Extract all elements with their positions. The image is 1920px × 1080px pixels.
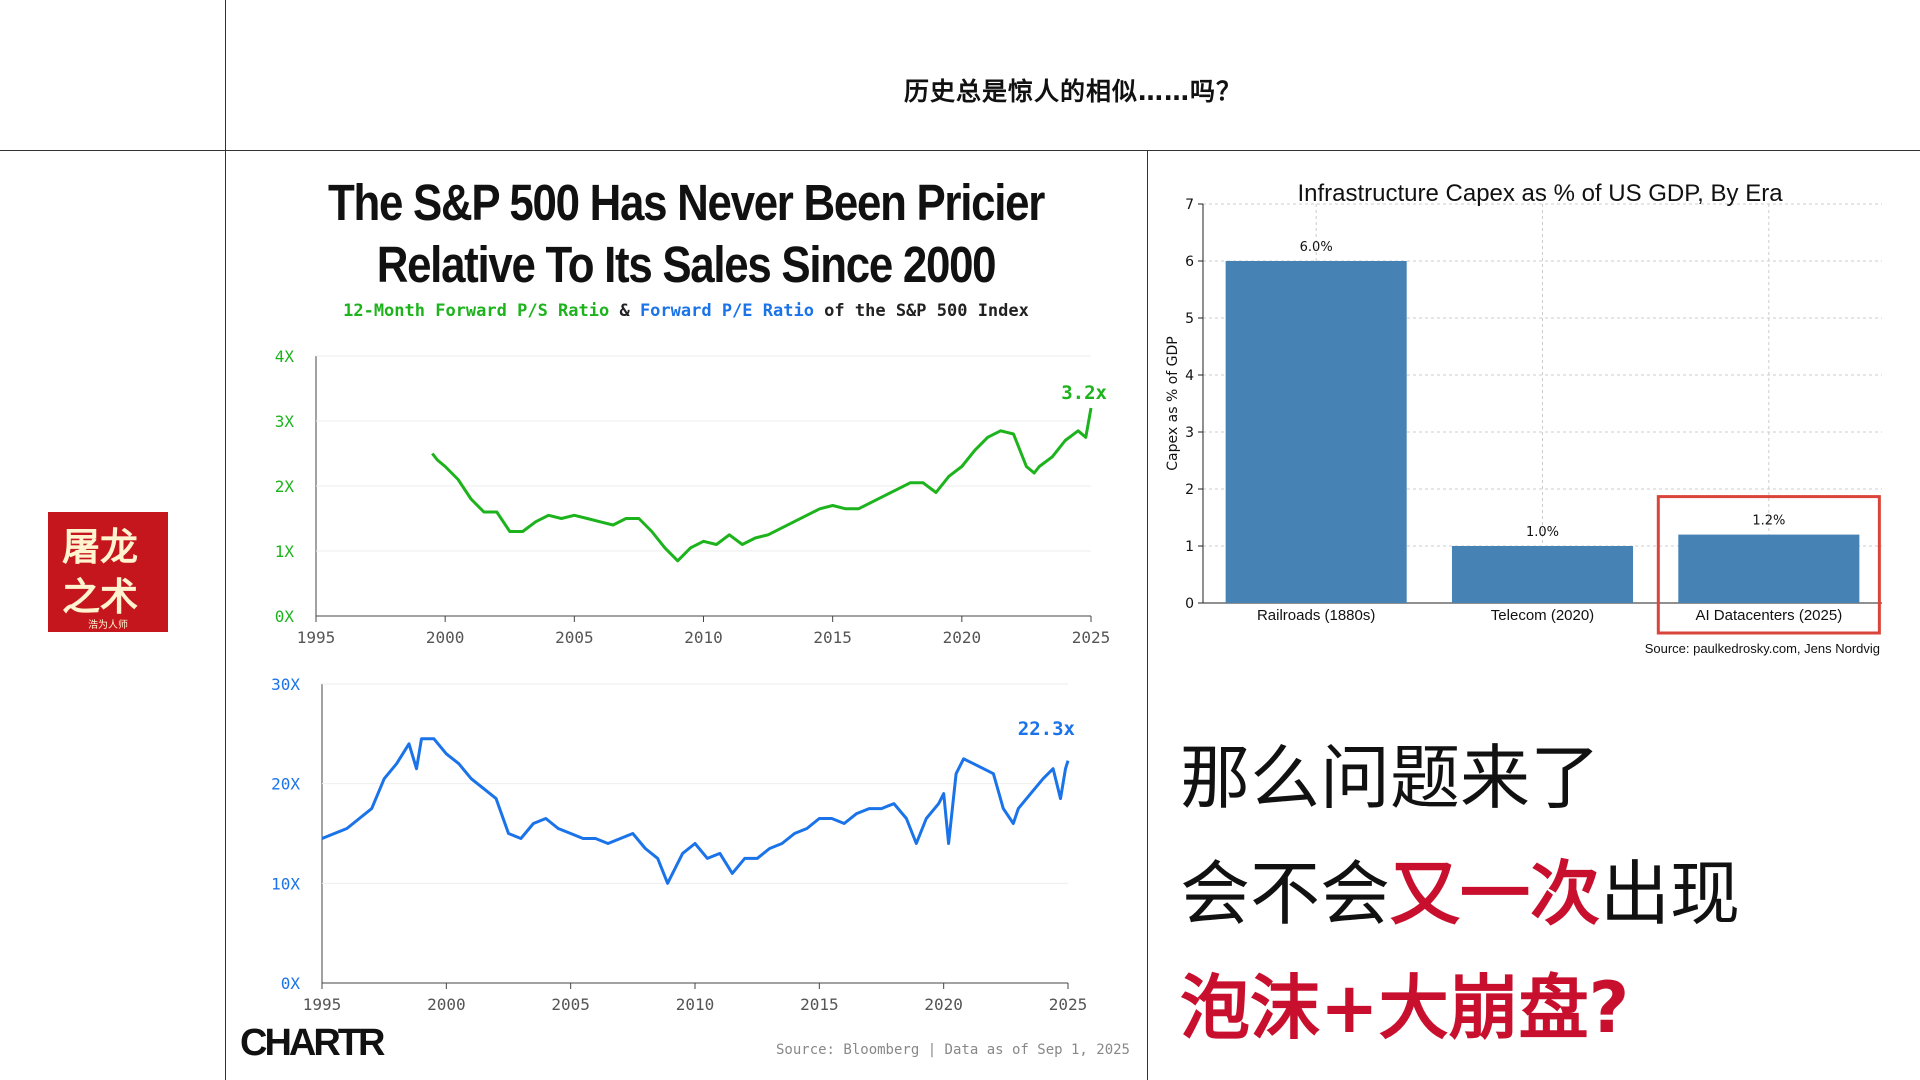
x-tick-label: 2020 [924, 995, 963, 1014]
data-label: 1.2% [1752, 514, 1785, 529]
x-tick-label: 2015 [800, 995, 839, 1014]
data-label: 1.0% [1526, 525, 1559, 540]
x-tick-label: 2010 [676, 995, 715, 1014]
y-tick-label: 6 [1185, 254, 1194, 270]
y-tick-label: 1 [1185, 539, 1194, 555]
y-tick-label: 4X [275, 347, 295, 366]
chart-title: The S&P 500 Has Never Been Pricier Relat… [299, 172, 1073, 296]
x-tick-label: 2015 [813, 628, 852, 647]
question-line2-start: 会不会 [1180, 853, 1390, 935]
series-line [321, 737, 1070, 885]
y-tick-label: 5 [1185, 311, 1194, 327]
y-tick-label: 10X [271, 874, 300, 893]
x-tick-label: 1995 [303, 995, 342, 1014]
end-value-label: 22.3x [1018, 718, 1075, 740]
x-tick-label: Telecom (2020) [1491, 607, 1594, 624]
middle-divider [1147, 150, 1148, 1080]
highlight-box [1656, 495, 1881, 635]
x-tick-label: 1995 [297, 628, 336, 647]
subtitle-ampersand: & [609, 301, 640, 321]
x-tick-label: 2000 [427, 995, 466, 1014]
subtitle-pe-label: Forward P/E Ratio [639, 301, 814, 321]
bar-chart-source: Source: paulkedrosky.com, Jens Nordvig [1644, 641, 1880, 656]
header-divider [0, 150, 1920, 151]
logo-caption: 浩为人师 [88, 620, 128, 631]
x-tick-label: Railroads (1880s) [1257, 607, 1375, 624]
y-tick-label: 0X [281, 974, 301, 993]
x-tick-label: 2020 [943, 628, 982, 647]
question-line3: 泡沫+大崩盘? [1180, 967, 1630, 1049]
question-line2: 会不会又一次出现 [1180, 838, 1740, 939]
y-tick-label: 0X [275, 607, 295, 626]
subtitle-ps-label: 12-Month Forward P/S Ratio [343, 301, 610, 321]
y-tick-label: 4 [1185, 368, 1194, 384]
y-tick-label: 30X [271, 675, 300, 694]
y-tick-label: 2 [1185, 482, 1194, 498]
x-tick-label: 2025 [1072, 628, 1111, 647]
data-label: 6.0% [1300, 240, 1333, 255]
y-axis-label: Capex as % of GDP [1165, 336, 1181, 470]
x-tick-label: 2005 [551, 995, 590, 1014]
x-tick-label: 2010 [684, 628, 723, 647]
page-title: 历史总是惊人的相似……吗？ [903, 77, 1242, 106]
bar [1678, 534, 1860, 603]
y-tick-label: 3 [1185, 425, 1194, 441]
bar-chart-title: Infrastructure Capex as % of US GDP, By … [1297, 180, 1783, 207]
chart-title-line1: The S&P 500 Has Never Been Pricier [327, 174, 1045, 231]
y-tick-label: 7 [1185, 197, 1194, 213]
chart-subtitle: 12-Month Forward P/S Ratio & Forward P/E… [236, 301, 1136, 321]
left-chart-source: Source: Bloomberg | Data as of Sep 1, 20… [775, 1042, 1130, 1058]
y-tick-label: 3X [275, 412, 295, 431]
bar [1225, 261, 1407, 603]
question-line2-end: 出现 [1600, 853, 1740, 935]
y-tick-label: 0 [1185, 596, 1194, 612]
x-tick-label: 2005 [555, 628, 594, 647]
question-line1: 那么问题来了 [1180, 737, 1600, 819]
y-tick-label: 2X [275, 477, 295, 496]
y-tick-label: 1X [275, 542, 295, 561]
x-tick-label: 2000 [426, 628, 465, 647]
x-tick-label: AI Datacenters (2025) [1695, 607, 1842, 624]
bar [1451, 546, 1634, 603]
left-divider [225, 0, 226, 1080]
chart-title-line2: Relative To Its Sales Since 2000 [376, 236, 997, 293]
chartr-logo: CHARTR [240, 1022, 385, 1064]
y-tick-label: 20X [271, 775, 300, 794]
end-value-label: 3.2x [1061, 382, 1107, 404]
logo-text-line1: 屠龙 [62, 524, 139, 569]
subtitle-rest: of the S&P 500 Index [813, 301, 1029, 321]
series-line [431, 407, 1093, 563]
x-tick-label: 2025 [1049, 995, 1088, 1014]
logo-text-line2: 之术 [62, 574, 139, 619]
logo: 屠龙 之术 浩为人师 [48, 512, 168, 632]
question-line2-highlight: 又一次 [1390, 853, 1600, 935]
